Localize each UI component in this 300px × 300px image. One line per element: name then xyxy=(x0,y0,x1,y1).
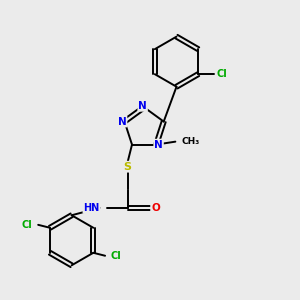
Text: N: N xyxy=(154,140,163,150)
Text: Cl: Cl xyxy=(216,69,227,79)
Text: Cl: Cl xyxy=(111,251,122,261)
Text: N: N xyxy=(118,116,127,127)
Text: S: S xyxy=(124,162,132,172)
Text: CH₃: CH₃ xyxy=(181,137,200,146)
Text: O: O xyxy=(151,203,160,213)
Text: Cl: Cl xyxy=(22,220,32,230)
Text: HN: HN xyxy=(83,203,100,213)
Text: N: N xyxy=(138,101,147,111)
